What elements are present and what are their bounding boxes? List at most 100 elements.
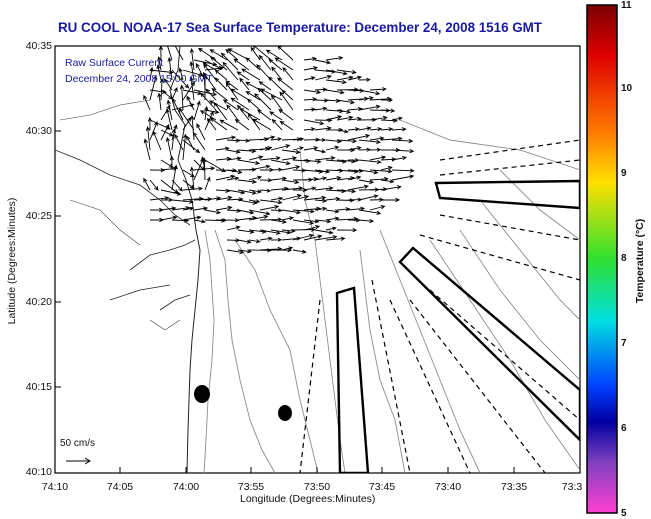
current-vector <box>369 176 389 182</box>
current-vector <box>292 249 307 254</box>
current-vector <box>215 146 230 151</box>
current-vector <box>178 107 195 131</box>
current-vector <box>178 67 184 81</box>
current-vector <box>209 117 228 131</box>
current-vector <box>237 138 251 143</box>
current-vector <box>303 224 321 231</box>
current-vector <box>314 198 328 203</box>
current-vector <box>358 179 375 185</box>
colorbar-tick: 7 <box>621 338 627 349</box>
current-vector <box>171 164 178 191</box>
x-axis-label: Longitude (Degrees:Minutes) <box>240 493 376 505</box>
current-vector <box>347 134 371 141</box>
current-vector <box>219 119 239 131</box>
current-vector <box>160 179 179 194</box>
current-vector <box>248 175 263 181</box>
current-vector <box>143 138 151 161</box>
current-vector <box>281 194 302 201</box>
current-vector <box>165 108 173 131</box>
current-vector <box>206 117 217 131</box>
current-vector <box>270 137 282 142</box>
current-vector <box>358 96 374 101</box>
current-vector <box>248 164 271 171</box>
current-vector <box>215 205 233 211</box>
current-vector <box>325 236 346 241</box>
current-vector <box>281 228 296 234</box>
current-vector <box>205 88 217 101</box>
current-vector <box>166 99 173 121</box>
current-vector <box>222 61 239 81</box>
current-vector <box>160 159 174 168</box>
current-vector <box>391 149 415 154</box>
x-tick-label: 73:3 <box>561 481 583 493</box>
current-vector <box>347 175 362 181</box>
current-vector <box>358 104 381 111</box>
current-vector <box>336 227 358 233</box>
current-vector <box>225 49 239 61</box>
current-vector <box>258 81 272 91</box>
current-vector <box>149 196 170 201</box>
current-vector <box>292 146 304 151</box>
current-vector <box>380 108 396 113</box>
colorbar-tick: 11 <box>621 0 632 11</box>
current-vector <box>281 209 302 215</box>
current-vector <box>204 109 220 115</box>
current-vector <box>358 194 379 201</box>
current-vector <box>241 68 261 81</box>
current-vector <box>380 197 401 203</box>
current-vector <box>336 138 358 144</box>
current-vector <box>234 118 250 131</box>
current-vector <box>250 46 261 61</box>
current-vector <box>336 69 357 75</box>
current-vector <box>248 189 262 194</box>
current-vector <box>193 100 201 121</box>
x-tick-label: 73:50 <box>303 481 331 493</box>
current-vector <box>265 49 283 61</box>
current-vector <box>239 77 250 91</box>
current-vector <box>270 208 283 213</box>
current-vector <box>268 76 283 91</box>
current-vector <box>270 229 292 235</box>
current-vector <box>336 189 357 194</box>
current-vector <box>279 91 294 111</box>
current-vector <box>391 127 407 132</box>
current-vector <box>254 93 272 111</box>
current-vector <box>222 99 239 111</box>
colorbar-tick: 5 <box>621 508 627 519</box>
current-vector <box>336 129 349 134</box>
current-vector <box>314 176 328 181</box>
current-vector <box>203 63 217 81</box>
current-vector <box>237 239 252 244</box>
current-vector <box>226 169 243 175</box>
current-vector <box>358 209 382 215</box>
current-vector <box>237 179 257 184</box>
current-vector <box>259 188 272 193</box>
y-tick-label: 40:30 <box>25 125 52 137</box>
current-vector <box>259 204 280 211</box>
current-vector <box>314 155 336 161</box>
current-vector <box>358 139 382 145</box>
current-vector <box>325 226 337 231</box>
current-vector <box>281 179 300 185</box>
current-vector <box>247 112 261 131</box>
current-vector <box>225 82 239 101</box>
bathymetry-contours <box>203 119 580 473</box>
current-vector <box>314 206 328 211</box>
current-vector <box>164 78 173 91</box>
bay-shore <box>55 149 196 311</box>
current-vector <box>314 219 332 224</box>
current-vector <box>156 64 162 81</box>
current-vector <box>200 92 217 111</box>
current-vector <box>268 58 283 71</box>
inland-features <box>59 99 181 331</box>
current-vector <box>157 92 162 111</box>
current-vector <box>215 188 231 193</box>
current-vector <box>195 62 206 81</box>
current-vector <box>214 77 228 91</box>
current-vector <box>303 66 319 71</box>
current-vector <box>189 47 195 71</box>
current-vector <box>282 66 294 81</box>
current-vector <box>369 127 383 132</box>
x-tick-label: 74:05 <box>106 481 134 493</box>
